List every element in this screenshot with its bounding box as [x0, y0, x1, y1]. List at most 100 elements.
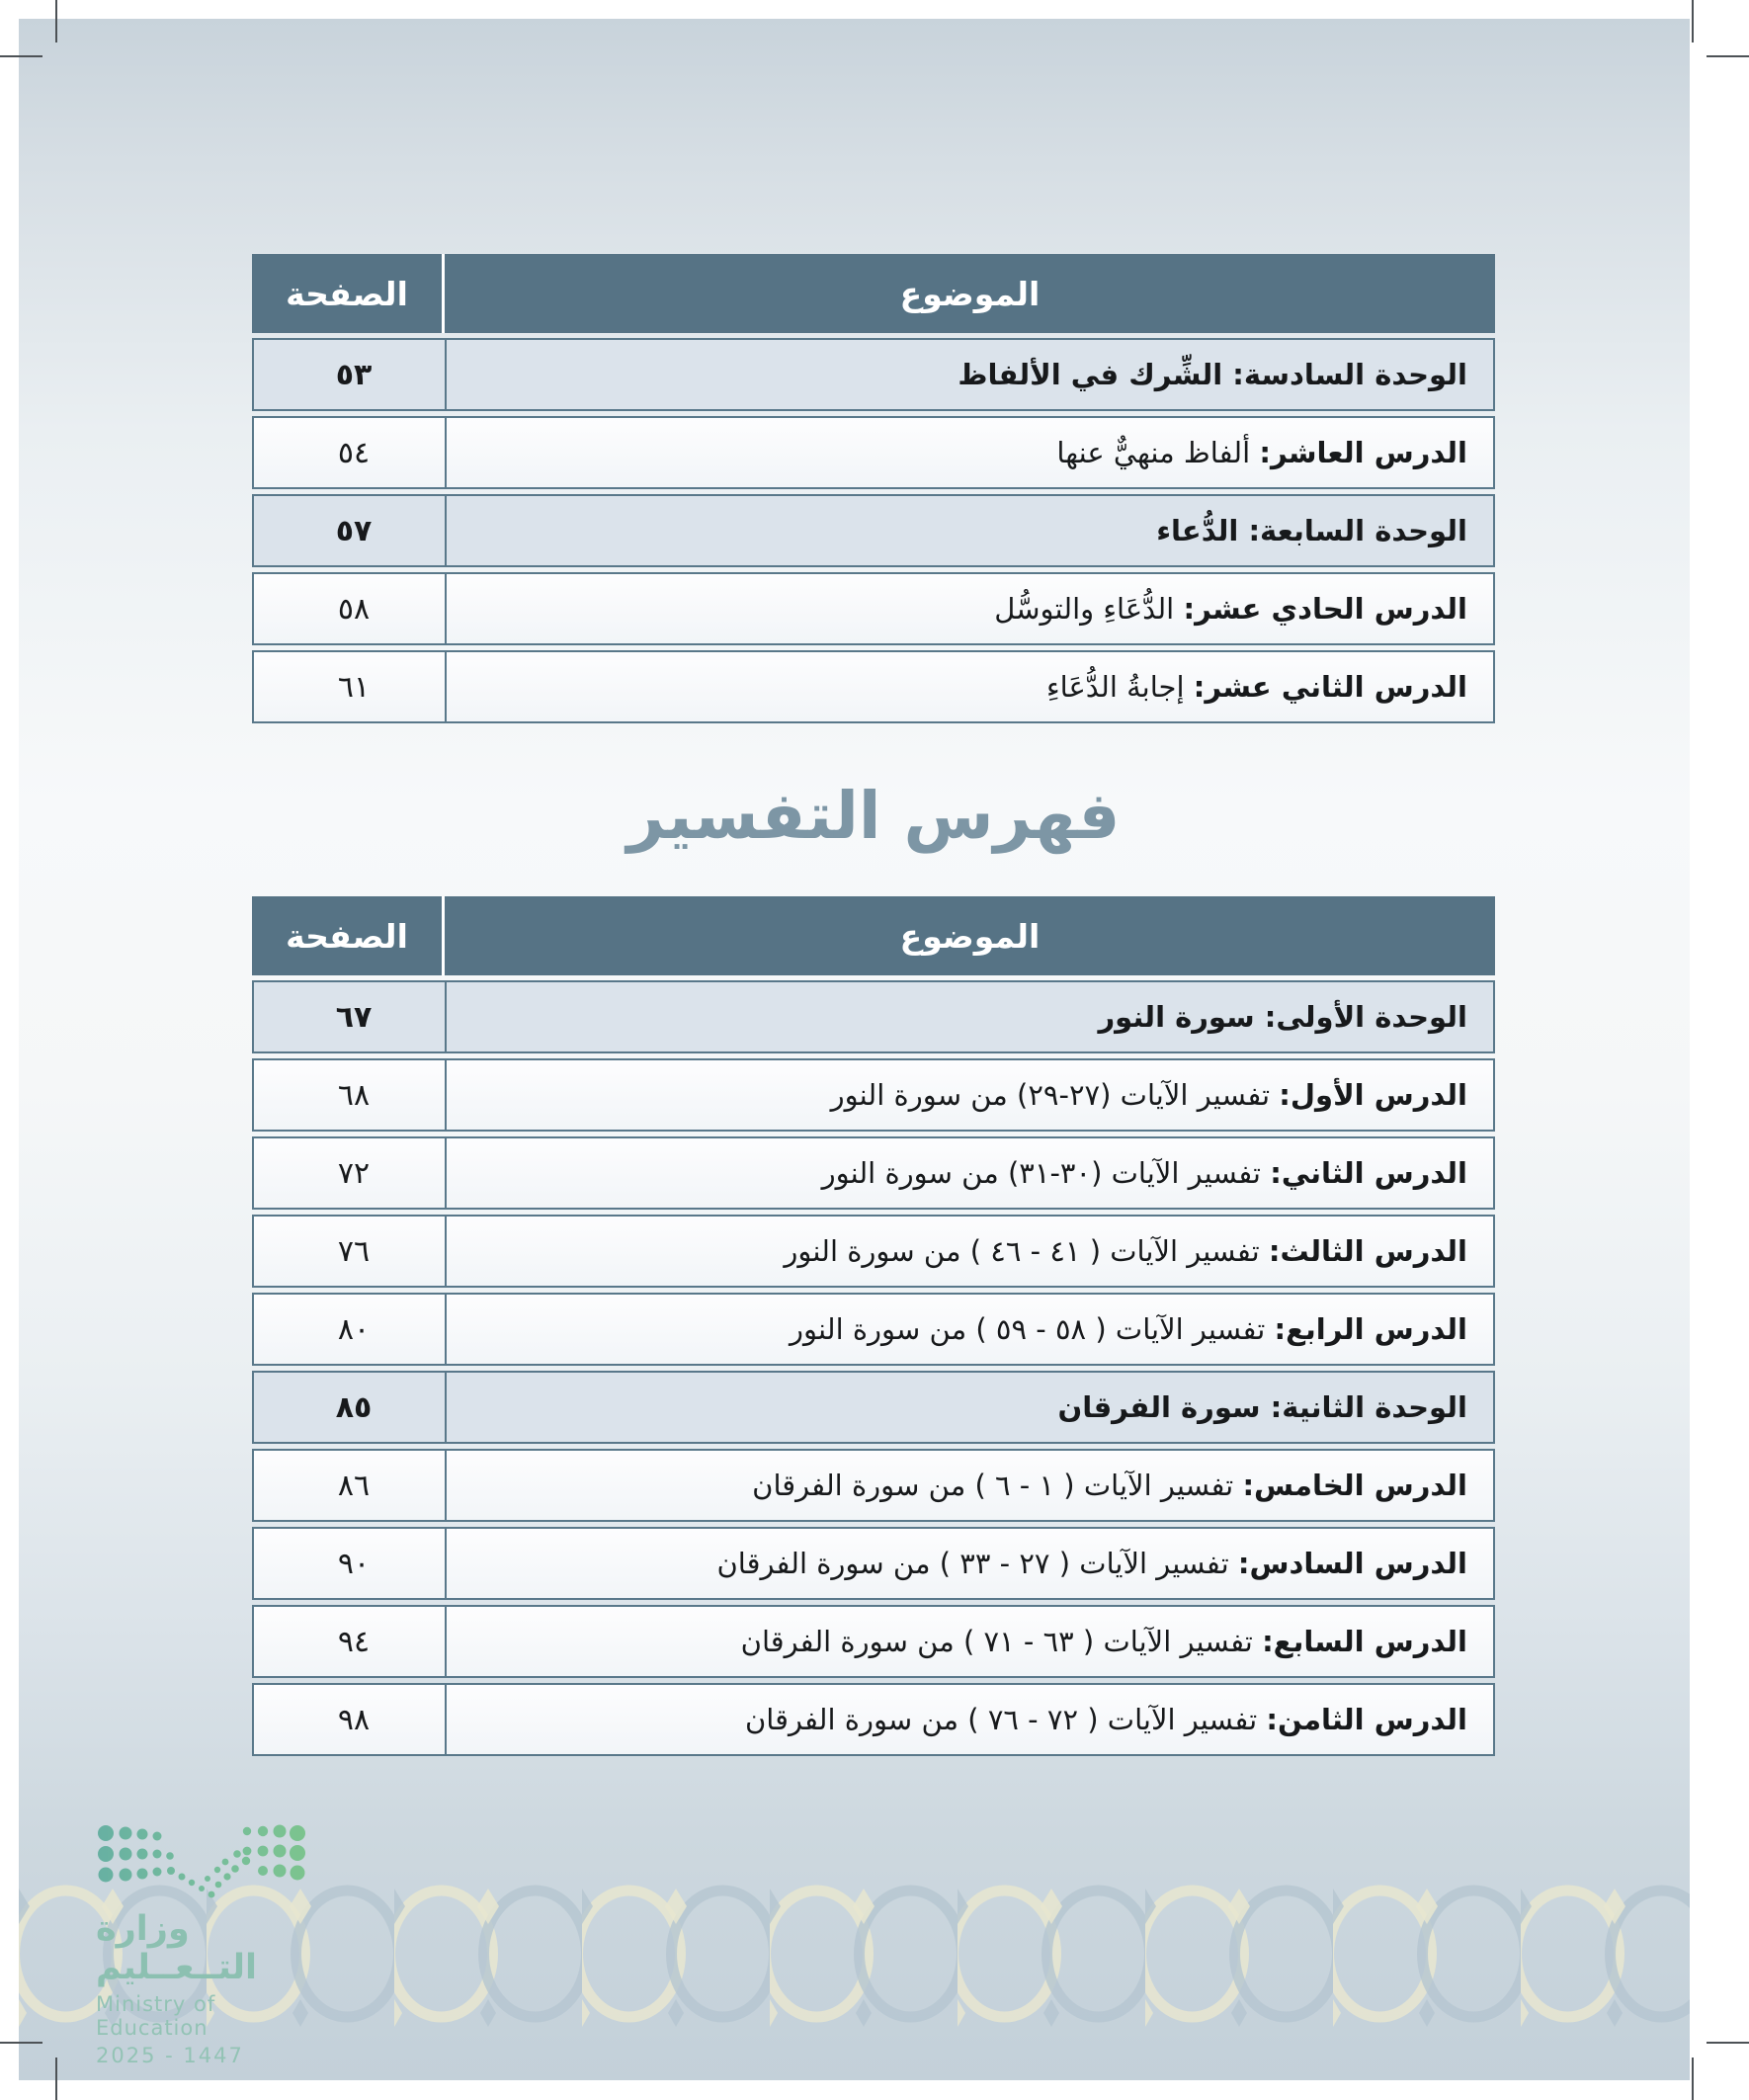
- ministry-name-english: Ministry of Education: [96, 1992, 216, 2040]
- topic-text: تفسير الآيات ( ٦٣ - ٧١ ) من سورة الفرقان: [740, 1624, 1263, 1658]
- table-header: الصفحة الموضوع: [252, 896, 1495, 975]
- topic-label: الدرس الحادي عشر:: [1183, 591, 1467, 626]
- topic-text: تفسير الآيات ( ١ - ٦ ) من سورة الفرقان: [752, 1468, 1243, 1502]
- crop-mark-top-left-h: [0, 55, 42, 57]
- topic-text: إجابةُ الدُّعَاءِ: [1045, 669, 1194, 704]
- topic-text: ألفاظ منهيٌّ عنها: [1056, 435, 1260, 469]
- column-header-topic: الموضوع: [899, 274, 1041, 313]
- topic-cell: الدرس الحادي عشر: الدُّعَاءِ والتوسُّل: [447, 574, 1493, 643]
- section-title: فهرس التفسير: [626, 778, 1121, 854]
- topic-label: الوحدة الأولى:: [1264, 999, 1467, 1034]
- topic-cell: الوحدة السادسة: الشِّرك في الألفاظ: [447, 340, 1493, 409]
- ornament-border: [19, 1863, 1690, 2051]
- topic-cell: الدرس الثاني عشر: إجابةُ الدُّعَاءِ: [447, 652, 1493, 721]
- logo-years: 2025 - 1447: [96, 2044, 244, 2067]
- table-row: ٦١ الدرس الثاني عشر: إجابةُ الدُّعَاءِ: [252, 650, 1495, 723]
- table-row: ٦٧ الوحدة الأولى: سورة النور: [252, 980, 1495, 1053]
- crop-mark-bottom-right-h: [1707, 2042, 1749, 2044]
- page-number-cell: ٦٧: [254, 982, 447, 1051]
- topic-label: الدرس الثامن:: [1266, 1702, 1467, 1736]
- table-row: ٧٦ الدرس الثالث: تفسير الآيات ( ٤١ - ٤٦ …: [252, 1215, 1495, 1288]
- table-body: ٥٣ الوحدة السادسة: الشِّرك في الألفاظ ٥٤…: [252, 338, 1495, 723]
- table-row: ٦٨ الدرس الأول: تفسير الآيات (٢٧-٢٩) من …: [252, 1058, 1495, 1132]
- crop-mark-top-left-v: [55, 0, 57, 42]
- page-number-cell: ٦٨: [254, 1060, 447, 1130]
- topic-text: سورة الفرقان: [1057, 1389, 1271, 1424]
- topic-label: الدرس الثاني:: [1270, 1155, 1467, 1190]
- page-number-cell: ٩٠: [254, 1529, 447, 1598]
- topic-label: الدرس السابع:: [1262, 1624, 1467, 1658]
- page-number-cell: ٥٧: [254, 496, 447, 565]
- topic-text: الدُّعاء: [1156, 513, 1249, 547]
- topic-cell: الدرس السادس: تفسير الآيات ( ٢٧ - ٣٣ ) م…: [447, 1529, 1493, 1598]
- topic-cell: الدرس الأول: تفسير الآيات (٢٧-٢٩) من سور…: [447, 1060, 1493, 1130]
- page-number-cell: ٥٣: [254, 340, 447, 409]
- column-header-page: الصفحة: [252, 896, 445, 975]
- topic-text: الدُّعَاءِ والتوسُّل: [994, 591, 1184, 626]
- topic-cell: الدرس الثالث: تفسير الآيات ( ٤١ - ٤٦ ) م…: [447, 1217, 1493, 1286]
- topic-label: الدرس الثاني عشر:: [1193, 669, 1467, 704]
- page-number-cell: ٦١: [254, 652, 447, 721]
- column-header-page: الصفحة: [252, 254, 445, 333]
- topic-cell: الدرس الثامن: تفسير الآيات ( ٧٢ - ٧٦ ) م…: [447, 1685, 1493, 1754]
- topic-cell: الدرس الرابع: تفسير الآيات ( ٥٨ - ٥٩ ) م…: [447, 1295, 1493, 1364]
- topic-label: الوحدة السادسة:: [1232, 357, 1467, 391]
- table-row: ٧٢ الدرس الثاني: تفسير الآيات (٣٠-٣١) من…: [252, 1136, 1495, 1210]
- page-number-cell: ٩٨: [254, 1685, 447, 1754]
- topic-text: تفسير الآيات (٣٠-٣١) من سورة النور: [821, 1155, 1271, 1190]
- page-number-cell: ٨٦: [254, 1451, 447, 1520]
- topic-label: الدرس العاشر:: [1259, 435, 1467, 469]
- table-row: ٨٦ الدرس الخامس: تفسير الآيات ( ١ - ٦ ) …: [252, 1449, 1495, 1522]
- crop-mark-bottom-left-v: [55, 2058, 57, 2100]
- topic-cell: الدرس العاشر: ألفاظ منهيٌّ عنها: [447, 418, 1493, 487]
- topic-cell: الوحدة الأولى: سورة النور: [447, 982, 1493, 1051]
- topic-cell: الدرس الخامس: تفسير الآيات ( ١ - ٦ ) من …: [447, 1451, 1493, 1520]
- topic-label: الدرس الخامس:: [1242, 1468, 1467, 1502]
- toc-table-1: الصفحة الموضوع ٥٣ الوحدة السادسة: الشِّر…: [252, 254, 1495, 723]
- table-row: ٨٥ الوحدة الثانية: سورة الفرقان: [252, 1371, 1495, 1444]
- crop-mark-bottom-right-v: [1692, 2058, 1694, 2100]
- topic-label: الدرس الثالث:: [1268, 1233, 1467, 1268]
- topic-text: تفسير الآيات ( ٥٨ - ٥٩ ) من سورة النور: [790, 1311, 1275, 1346]
- page-number-cell: ٧٢: [254, 1138, 447, 1208]
- topic-text: تفسير الآيات ( ٧٢ - ٧٦ ) من سورة الفرقان: [744, 1702, 1267, 1736]
- crop-mark-top-right-h: [1707, 55, 1749, 57]
- logo-dots-icon: [98, 1824, 305, 1898]
- table-row: ٥٤ الدرس العاشر: ألفاظ منهيٌّ عنها: [252, 416, 1495, 489]
- topic-label: الوحدة السابعة:: [1248, 513, 1467, 547]
- toc-table-2: الصفحة الموضوع ٦٧ الوحدة الأولى: سورة ال…: [252, 896, 1495, 1756]
- table-row: ٨٠ الدرس الرابع: تفسير الآيات ( ٥٨ - ٥٩ …: [252, 1293, 1495, 1366]
- topic-cell: الدرس الثاني: تفسير الآيات (٣٠-٣١) من سو…: [447, 1138, 1493, 1208]
- topic-cell: الوحدة السابعة: الدُّعاء: [447, 496, 1493, 565]
- page-number-cell: ٥٨: [254, 574, 447, 643]
- page-number-cell: ٧٦: [254, 1217, 447, 1286]
- topic-label: الدرس الرابع:: [1274, 1311, 1468, 1346]
- table-row: ٩٤ الدرس السابع: تفسير الآيات ( ٦٣ - ٧١ …: [252, 1605, 1495, 1678]
- topic-text: تفسير الآيات (٢٧-٢٩) من سورة النور: [830, 1077, 1280, 1112]
- moe-logo: وزارة التــعــليم Ministry of Education …: [96, 1819, 323, 2067]
- page-sheet: الصفحة الموضوع ٥٣ الوحدة السادسة: الشِّر…: [19, 19, 1690, 2080]
- table-header: الصفحة الموضوع: [252, 254, 1495, 333]
- topic-cell: الدرس السابع: تفسير الآيات ( ٦٣ - ٧١ ) م…: [447, 1607, 1493, 1676]
- topic-label: الدرس الأول:: [1279, 1077, 1467, 1112]
- table-body: ٦٧ الوحدة الأولى: سورة النور ٦٨ الدرس ال…: [252, 980, 1495, 1756]
- table-row: ٥٧ الوحدة السابعة: الدُّعاء: [252, 494, 1495, 567]
- column-header-topic: الموضوع: [899, 916, 1041, 956]
- topic-label: الدرس السادس:: [1237, 1546, 1467, 1580]
- table-row: ٥٨ الدرس الحادي عشر: الدُّعَاءِ والتوسُّ…: [252, 572, 1495, 645]
- topic-text: تفسير الآيات ( ٢٧ - ٣٣ ) من سورة الفرقان: [716, 1546, 1238, 1580]
- crop-mark-top-right-v: [1692, 0, 1694, 42]
- page-number-cell: ٨٥: [254, 1373, 447, 1442]
- table-row: ٩٨ الدرس الثامن: تفسير الآيات ( ٧٢ - ٧٦ …: [252, 1683, 1495, 1756]
- topic-cell: الوحدة الثانية: سورة الفرقان: [447, 1373, 1493, 1442]
- page-number-cell: ٩٤: [254, 1607, 447, 1676]
- table-row: ٥٣ الوحدة السادسة: الشِّرك في الألفاظ: [252, 338, 1495, 411]
- table-row: ٩٠ الدرس السادس: تفسير الآيات ( ٢٧ - ٣٣ …: [252, 1527, 1495, 1600]
- topic-text: سورة النور: [1098, 999, 1265, 1034]
- ministry-name-arabic: وزارة التــعــليم: [96, 1909, 258, 1987]
- topic-text: الشِّرك في الألفاظ: [958, 357, 1233, 391]
- topic-text: تفسير الآيات ( ٤١ - ٤٦ ) من سورة النور: [784, 1233, 1269, 1268]
- topic-label: الوحدة الثانية:: [1270, 1389, 1467, 1424]
- page-number-cell: ٥٤: [254, 418, 447, 487]
- page-number-cell: ٨٠: [254, 1295, 447, 1364]
